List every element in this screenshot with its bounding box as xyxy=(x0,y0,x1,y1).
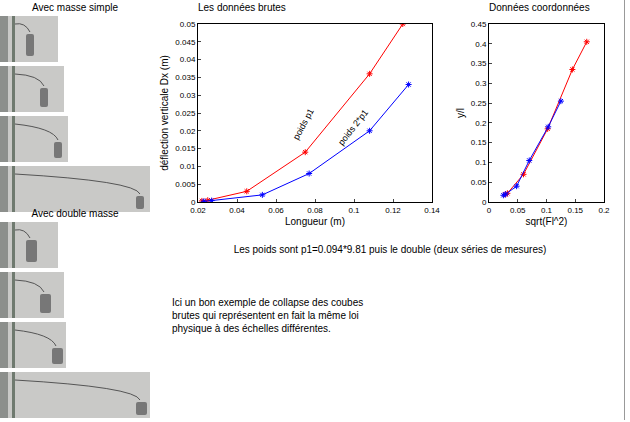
svg-text:0.045: 0.045 xyxy=(175,38,196,47)
svg-text:0.14: 0.14 xyxy=(424,206,440,215)
svg-text:0.03: 0.03 xyxy=(180,91,196,100)
html-text:Avec double masse: Avec double masse xyxy=(31,208,119,219)
svg-text:0.3: 0.3 xyxy=(475,79,487,88)
svg-text:0.05: 0.05 xyxy=(471,178,487,187)
svg-text:0.1: 0.1 xyxy=(475,158,487,167)
svg-text:0.12: 0.12 xyxy=(385,206,401,215)
html-text:Les poids sont p1=0.094*9.81 p: Les poids sont p1=0.094*9.81 puis le dou… xyxy=(233,244,547,255)
svg-text:0.15: 0.15 xyxy=(567,206,583,215)
svg-text:0.06: 0.06 xyxy=(268,206,284,215)
svg-text:0: 0 xyxy=(191,198,196,207)
svg-text:poids p1: poids p1 xyxy=(291,107,316,142)
svg-text:0.2: 0.2 xyxy=(598,206,610,215)
html-text:Ici un bon exemple de collapse: Ici un bon exemple de collapse des coube… xyxy=(172,297,364,308)
svg-text:0.04: 0.04 xyxy=(229,206,245,215)
svg-text:0: 0 xyxy=(487,206,492,215)
svg-text:0.02: 0.02 xyxy=(180,127,196,136)
svg-text:sqrt(Fl^2): sqrt(Fl^2) xyxy=(526,216,568,227)
svg-text:0.05: 0.05 xyxy=(180,20,196,29)
svg-text:0.35: 0.35 xyxy=(471,59,487,68)
svg-text:y/l: y/l xyxy=(455,108,466,118)
svg-text:0.1: 0.1 xyxy=(541,206,553,215)
svg-text:0.015: 0.015 xyxy=(175,144,196,153)
svg-text:0.005: 0.005 xyxy=(175,180,196,189)
svg-text:0.2: 0.2 xyxy=(475,119,487,128)
svg-text:0.02: 0.02 xyxy=(190,206,206,215)
svg-text:0.01: 0.01 xyxy=(180,162,196,171)
html-text:Avec masse simple: Avec masse simple xyxy=(32,2,118,13)
svg-text:0.15: 0.15 xyxy=(471,138,487,147)
svg-text:déflection verticale Dx (m): déflection verticale Dx (m) xyxy=(159,55,170,171)
svg-text:0.45: 0.45 xyxy=(471,20,487,29)
svg-text:0.05: 0.05 xyxy=(510,206,526,215)
svg-text:poids 2*p1: poids 2*p1 xyxy=(336,108,370,148)
svg-text:Longueur (m): Longueur (m) xyxy=(285,216,345,227)
svg-text:0.04: 0.04 xyxy=(180,55,196,64)
svg-text:Les données brutes: Les données brutes xyxy=(198,2,286,13)
html-text:brutes qui représentent en fai: brutes qui représentent en fait la même … xyxy=(172,310,359,321)
svg-text:0.1: 0.1 xyxy=(348,206,360,215)
svg-text:Données coordonnées: Données coordonnées xyxy=(489,2,590,13)
svg-text:0.025: 0.025 xyxy=(175,109,196,118)
svg-text:0.4: 0.4 xyxy=(475,40,487,49)
svg-text:0.035: 0.035 xyxy=(175,73,196,82)
html-text:physique à des échelles différ: physique à des échelles différentes. xyxy=(172,323,331,334)
svg-text:0.25: 0.25 xyxy=(471,99,487,108)
svg-text:0.08: 0.08 xyxy=(307,206,323,215)
svg-text:0: 0 xyxy=(482,198,487,207)
